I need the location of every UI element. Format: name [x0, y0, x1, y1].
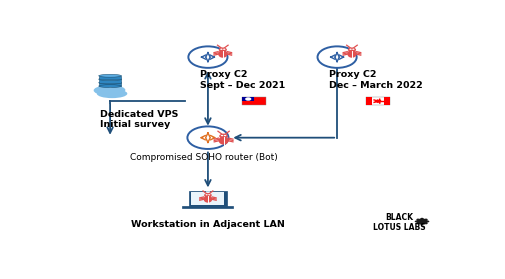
- FancyBboxPatch shape: [99, 76, 121, 79]
- Ellipse shape: [109, 86, 125, 94]
- Ellipse shape: [420, 221, 424, 225]
- Ellipse shape: [421, 221, 428, 224]
- FancyBboxPatch shape: [384, 97, 390, 105]
- Circle shape: [349, 49, 351, 50]
- FancyBboxPatch shape: [182, 206, 233, 208]
- FancyBboxPatch shape: [99, 83, 121, 86]
- Ellipse shape: [420, 218, 424, 222]
- Circle shape: [219, 134, 228, 138]
- Ellipse shape: [219, 136, 229, 145]
- Circle shape: [219, 47, 227, 52]
- FancyBboxPatch shape: [242, 97, 266, 105]
- Ellipse shape: [422, 220, 429, 223]
- Ellipse shape: [416, 219, 423, 222]
- Text: BLACK
LOTUS LABS: BLACK LOTUS LABS: [373, 213, 426, 232]
- FancyBboxPatch shape: [191, 192, 224, 205]
- Text: Compromised SOHO router (Bot): Compromised SOHO router (Bot): [130, 153, 278, 162]
- Text: Proxy C2
Dec – March 2022: Proxy C2 Dec – March 2022: [329, 70, 423, 90]
- Ellipse shape: [99, 78, 121, 81]
- FancyBboxPatch shape: [367, 97, 372, 105]
- Circle shape: [204, 193, 212, 197]
- Circle shape: [376, 100, 380, 102]
- Circle shape: [223, 49, 225, 50]
- Circle shape: [224, 135, 226, 136]
- Text: Proxy C2
Sept – Dec 2021: Proxy C2 Sept – Dec 2021: [200, 70, 285, 90]
- FancyBboxPatch shape: [242, 97, 254, 101]
- Ellipse shape: [415, 220, 423, 223]
- Circle shape: [220, 49, 223, 50]
- FancyBboxPatch shape: [99, 79, 121, 83]
- Ellipse shape: [218, 50, 228, 58]
- Ellipse shape: [416, 221, 423, 224]
- Circle shape: [352, 49, 355, 50]
- Text: Workstation in Adjacent LAN: Workstation in Adjacent LAN: [131, 220, 285, 229]
- Ellipse shape: [204, 196, 212, 203]
- Ellipse shape: [99, 81, 121, 84]
- FancyBboxPatch shape: [367, 97, 390, 105]
- Ellipse shape: [99, 74, 121, 77]
- FancyBboxPatch shape: [206, 191, 210, 192]
- Ellipse shape: [99, 85, 121, 88]
- Text: Dedicated VPS
Initial survey: Dedicated VPS Initial survey: [100, 110, 179, 129]
- Circle shape: [208, 194, 211, 195]
- Circle shape: [348, 47, 356, 52]
- Ellipse shape: [93, 86, 113, 95]
- Circle shape: [420, 220, 424, 223]
- Circle shape: [245, 97, 251, 101]
- Ellipse shape: [421, 219, 428, 222]
- Ellipse shape: [347, 50, 357, 58]
- Circle shape: [221, 135, 223, 136]
- Ellipse shape: [97, 89, 127, 98]
- Circle shape: [206, 194, 208, 195]
- FancyBboxPatch shape: [189, 191, 227, 206]
